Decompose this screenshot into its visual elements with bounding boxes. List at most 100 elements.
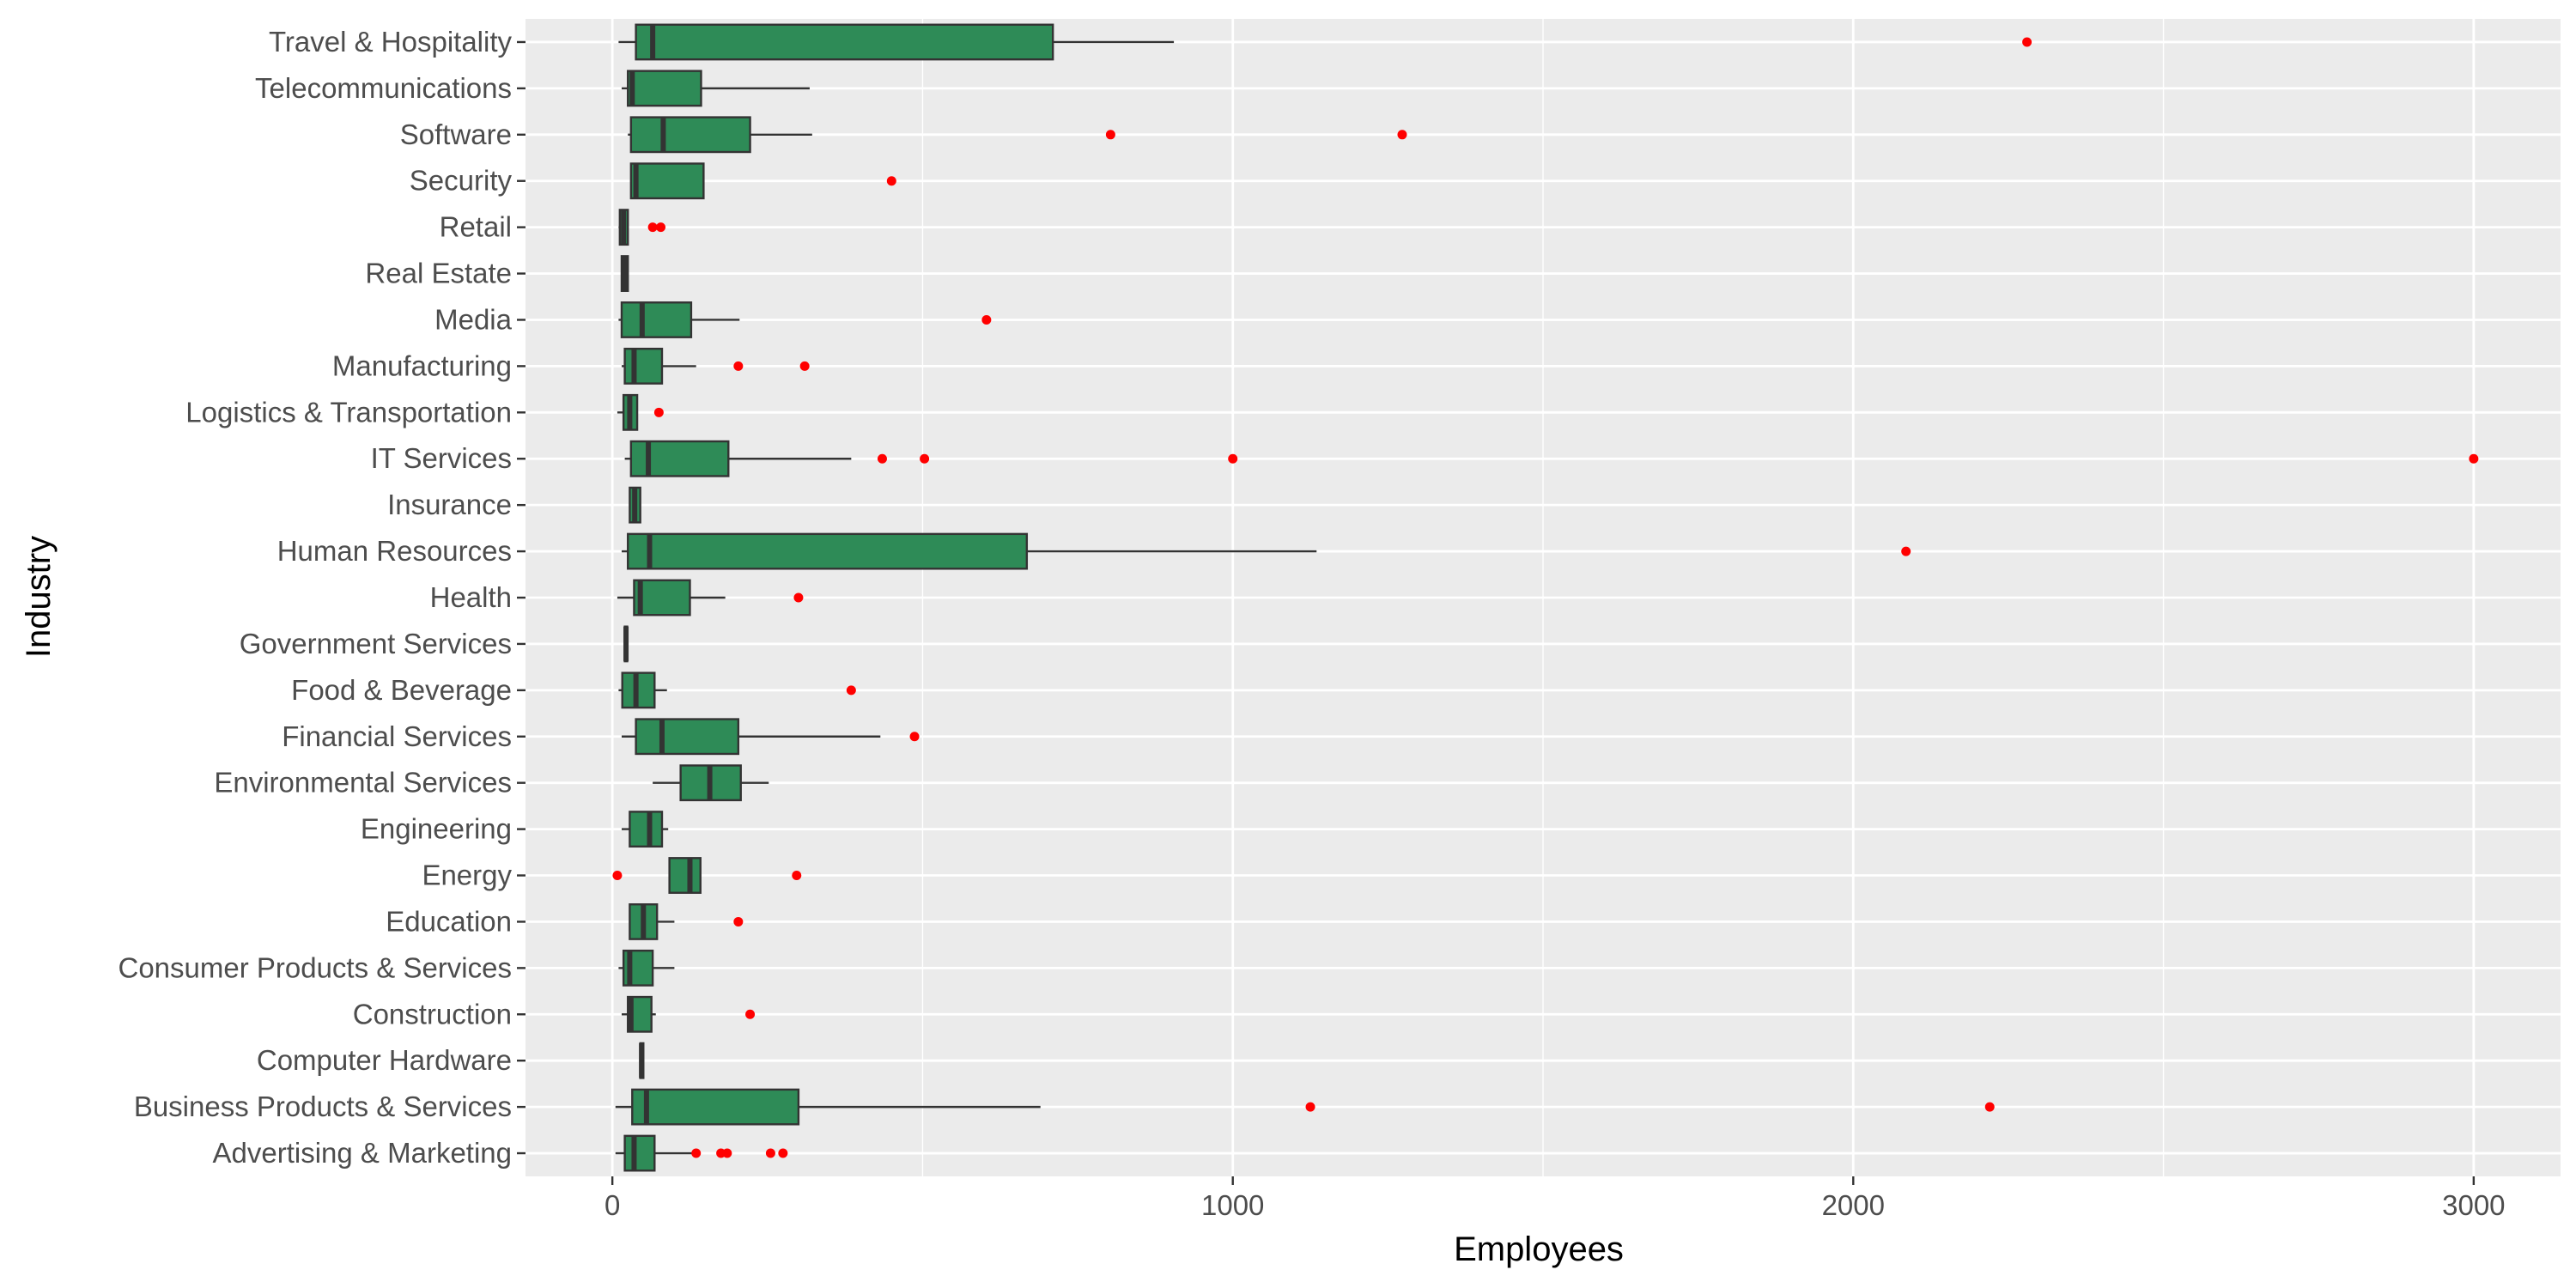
outlier-point bbox=[733, 916, 744, 927]
y-tick-label: Real Estate bbox=[365, 258, 512, 289]
y-tick-label: Financial Services bbox=[282, 720, 512, 752]
box-group bbox=[629, 162, 896, 200]
outlier-point bbox=[733, 361, 744, 371]
iqr-box bbox=[627, 532, 1029, 570]
outlier-point bbox=[1984, 1102, 1995, 1112]
outlier-point bbox=[653, 407, 664, 417]
y-tick-label: Government Services bbox=[240, 628, 512, 659]
outlier-point bbox=[612, 871, 623, 881]
iqr-box bbox=[631, 1088, 800, 1126]
box-group bbox=[621, 347, 810, 385]
y-axis-title: Industry bbox=[20, 536, 58, 658]
box-group bbox=[629, 486, 641, 524]
box-group bbox=[621, 811, 669, 848]
y-axis: Advertising & Marketing Business Products… bbox=[118, 26, 526, 1169]
outlier-point bbox=[647, 222, 658, 233]
x-tick-label: 0 bbox=[605, 1189, 620, 1221]
y-tick-label: Business Products & Services bbox=[134, 1091, 512, 1122]
box-group bbox=[639, 1042, 645, 1079]
y-tick-label: Construction bbox=[353, 998, 512, 1030]
outlier-point bbox=[799, 361, 810, 371]
y-tick-label: Insurance bbox=[387, 489, 512, 520]
outlier-point bbox=[778, 1148, 788, 1158]
outlier-point bbox=[1228, 453, 1238, 464]
grid-lines bbox=[526, 19, 2561, 1176]
box-group bbox=[618, 671, 856, 709]
outlier-point bbox=[1105, 130, 1115, 140]
iqr-box bbox=[629, 811, 664, 848]
outlier-point bbox=[765, 1148, 775, 1158]
y-tick-label: Media bbox=[434, 303, 513, 335]
iqr-box bbox=[629, 440, 730, 477]
x-axis: 0 1000 2000 3000 bbox=[605, 1176, 2506, 1221]
y-tick-label: Travel & Hospitality bbox=[269, 26, 513, 58]
outlier-point bbox=[886, 176, 896, 186]
iqr-box bbox=[629, 162, 705, 200]
outlier-point bbox=[920, 453, 930, 464]
outlier-point bbox=[792, 871, 802, 881]
outlier-point bbox=[846, 685, 856, 696]
x-axis-title: Employees bbox=[1454, 1230, 1624, 1268]
y-tick-label: IT Services bbox=[371, 442, 512, 474]
box-group bbox=[612, 857, 802, 894]
box-group bbox=[621, 995, 756, 1033]
outlier-point bbox=[981, 314, 992, 325]
box-marks bbox=[612, 23, 2479, 1172]
x-tick-label: 2000 bbox=[1822, 1189, 1885, 1221]
y-tick-label: Human Resources bbox=[277, 535, 512, 567]
box-group bbox=[653, 764, 769, 802]
y-tick-label: Software bbox=[400, 118, 512, 150]
iqr-box bbox=[635, 23, 1054, 61]
outlier-point bbox=[745, 1009, 756, 1019]
iqr-box bbox=[629, 116, 751, 154]
outlier-point bbox=[656, 222, 666, 233]
outlier-point bbox=[1305, 1102, 1315, 1112]
outlier-point bbox=[793, 592, 804, 603]
y-tick-label: Education bbox=[386, 905, 512, 937]
y-tick-label: Engineering bbox=[361, 813, 512, 845]
box-group bbox=[620, 255, 629, 292]
box-group bbox=[618, 209, 666, 246]
y-tick-label: Consumer Products & Services bbox=[118, 951, 512, 983]
outlier-point bbox=[2022, 37, 2032, 47]
outlier-point bbox=[877, 453, 887, 464]
y-tick-label: Environmental Services bbox=[214, 767, 512, 799]
box-group bbox=[628, 116, 1407, 154]
box-group bbox=[617, 393, 664, 431]
box-group bbox=[629, 903, 744, 940]
box-group bbox=[615, 1088, 1995, 1126]
iqr-box bbox=[668, 857, 702, 894]
iqr-box bbox=[623, 1134, 656, 1172]
box-group bbox=[623, 625, 629, 663]
outlier-point bbox=[1397, 130, 1407, 140]
box-group bbox=[618, 301, 992, 338]
outlier-point bbox=[909, 732, 920, 742]
iqr-box bbox=[627, 70, 702, 107]
box-group bbox=[621, 70, 810, 107]
y-tick-label: Logistics & Transportation bbox=[185, 396, 512, 428]
y-tick-label: Advertising & Marketing bbox=[213, 1137, 512, 1169]
box-group bbox=[618, 23, 2032, 61]
iqr-box bbox=[623, 347, 664, 385]
y-tick-label: Manufacturing bbox=[332, 349, 512, 381]
y-tick-label: Energy bbox=[422, 860, 512, 891]
y-tick-label: Food & Beverage bbox=[291, 674, 512, 706]
iqr-box bbox=[635, 718, 740, 756]
y-tick-label: Health bbox=[430, 581, 512, 613]
y-tick-label: Retail bbox=[440, 211, 512, 243]
iqr-box bbox=[633, 579, 691, 617]
box-group bbox=[615, 1134, 788, 1172]
box-group bbox=[624, 440, 2479, 477]
y-tick-label: Security bbox=[410, 165, 513, 197]
outlier-point bbox=[722, 1148, 732, 1158]
y-tick-label: Telecommunications bbox=[255, 72, 512, 104]
outlier-point bbox=[2469, 453, 2479, 464]
box-group bbox=[621, 532, 1911, 570]
iqr-box bbox=[620, 301, 693, 338]
outlier-point bbox=[691, 1148, 702, 1158]
y-tick-label: Computer Hardware bbox=[257, 1044, 512, 1076]
box-group bbox=[618, 949, 675, 987]
x-tick-label: 1000 bbox=[1201, 1189, 1264, 1221]
x-tick-label: 3000 bbox=[2442, 1189, 2505, 1221]
